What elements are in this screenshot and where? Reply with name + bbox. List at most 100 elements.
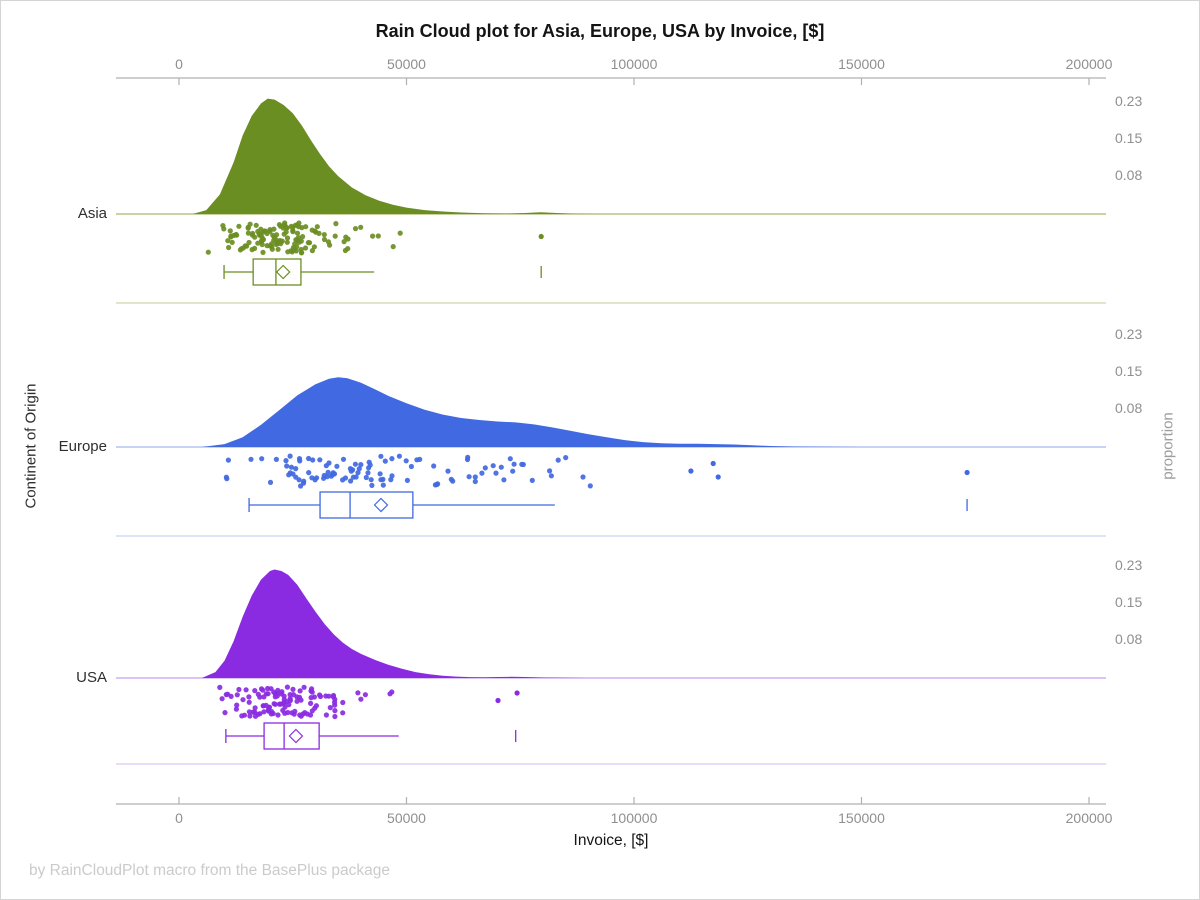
mean-diamond-europe (373, 497, 389, 513)
rain-point-usa (298, 697, 304, 703)
rain-point-usa (340, 699, 346, 706)
rain-point-asia (225, 238, 231, 244)
rain-point-europe (501, 477, 507, 483)
x-tick-label: 150000 (838, 56, 885, 72)
rain-point-europe (300, 480, 307, 486)
attribution-note: by RainCloudPlot macro from the BasePlus… (29, 862, 390, 879)
rain-point-europe (408, 463, 414, 470)
rain-point-usa (222, 710, 228, 716)
y-axis-title: Continent of Origin (22, 383, 40, 509)
rain-point-usa (252, 705, 258, 711)
x-tick-label: 150000 (838, 810, 885, 826)
rain-point-asia (293, 248, 299, 254)
rain-point-asia (300, 234, 306, 240)
rain-point-usa (263, 702, 269, 709)
rain-point-asia (305, 240, 311, 246)
rain-point-asia (253, 222, 259, 228)
rain-point-europe (340, 456, 347, 462)
rain-point-asia (327, 242, 333, 248)
rain-point-asia (284, 225, 290, 231)
rain-point-europe (325, 469, 331, 475)
box-europe (319, 491, 414, 519)
rain-point-asia (397, 230, 403, 236)
rain-point-asia (298, 238, 304, 244)
rain-point-europe (297, 458, 303, 464)
rain-point-usa (219, 696, 225, 702)
rain-point-europe (529, 477, 535, 483)
rain-point-usa (255, 691, 261, 697)
rain-point-usa (271, 689, 277, 695)
rain-point-europe (563, 455, 569, 461)
rain-point-asia (278, 241, 284, 247)
rain-point-asia (313, 229, 319, 235)
rain-point-usa (234, 692, 240, 698)
rain-point-usa (233, 706, 239, 712)
proportion-tick-label: 0.08 (1115, 631, 1143, 647)
rain-point-europe (479, 470, 485, 476)
rain-point-asia (260, 249, 266, 255)
rain-point-asia (281, 231, 287, 237)
chart-title: Rain Cloud plot for Asia, Europe, USA by… (375, 21, 825, 41)
rain-point-europe (445, 468, 451, 474)
rain-point-usa (268, 708, 275, 715)
outlier-point-europe (715, 474, 721, 480)
rain-point-europe (225, 457, 231, 463)
rain-point-usa (236, 686, 242, 693)
rain-point-asia (284, 235, 291, 241)
rain-point-usa (291, 711, 297, 717)
rain-point-asia (342, 247, 348, 254)
rain-point-asia (288, 223, 294, 229)
rain-point-asia (226, 244, 232, 251)
rain-point-usa (308, 688, 314, 694)
rain-point-europe (369, 482, 375, 488)
rain-point-usa (308, 695, 314, 701)
rain-point-usa (290, 692, 297, 698)
rain-point-asia (321, 236, 328, 243)
rain-point-europe (321, 472, 327, 479)
rain-point-europe (414, 457, 420, 463)
rain-point-europe (431, 463, 437, 469)
x-tick-label: 200000 (1065, 810, 1113, 826)
rain-point-asia (343, 234, 349, 240)
rain-point-asia (352, 226, 359, 232)
rain-point-europe (350, 467, 356, 473)
rain-point-usa (362, 692, 368, 698)
rain-point-asia (234, 232, 240, 238)
rain-point-asia (298, 246, 304, 253)
density-cloud-europe (201, 377, 1090, 447)
rain-point-europe (348, 478, 354, 484)
x-axis-title: Invoice, [$] (573, 832, 649, 849)
rain-point-usa (297, 688, 303, 694)
rain-point-asia (332, 233, 338, 239)
proportion-axis-title: proportion (1159, 412, 1177, 480)
rain-point-asia (284, 239, 290, 245)
rain-point-asia (299, 225, 305, 231)
rain-point-usa (246, 699, 252, 705)
rain-point-asia (276, 222, 282, 228)
rain-point-usa (246, 694, 252, 700)
rain-point-asia (390, 244, 396, 250)
rain-point-usa (308, 700, 314, 707)
rain-point-europe (367, 462, 373, 468)
rain-point-europe (283, 458, 289, 464)
rain-point-usa (301, 684, 307, 690)
rain-point-asia (245, 225, 251, 231)
rain-point-europe (306, 455, 312, 462)
rain-point-europe (404, 477, 410, 483)
rain-point-europe (288, 464, 294, 470)
proportion-tick-label: 0.15 (1115, 594, 1143, 610)
rain-point-asia (229, 239, 235, 245)
rain-point-europe (306, 470, 312, 476)
rain-point-asia (258, 238, 265, 244)
rain-point-europe (548, 473, 555, 479)
rain-point-asia (302, 245, 309, 251)
rain-point-asia (294, 230, 301, 236)
rain-point-europe (382, 458, 388, 464)
rain-point-europe (587, 483, 593, 489)
rain-point-usa (313, 703, 319, 709)
rain-point-usa (323, 712, 329, 718)
rain-point-usa (285, 709, 291, 716)
rain-point-usa (389, 689, 395, 695)
rain-point-asia (296, 220, 302, 226)
rain-point-europe (356, 466, 362, 472)
